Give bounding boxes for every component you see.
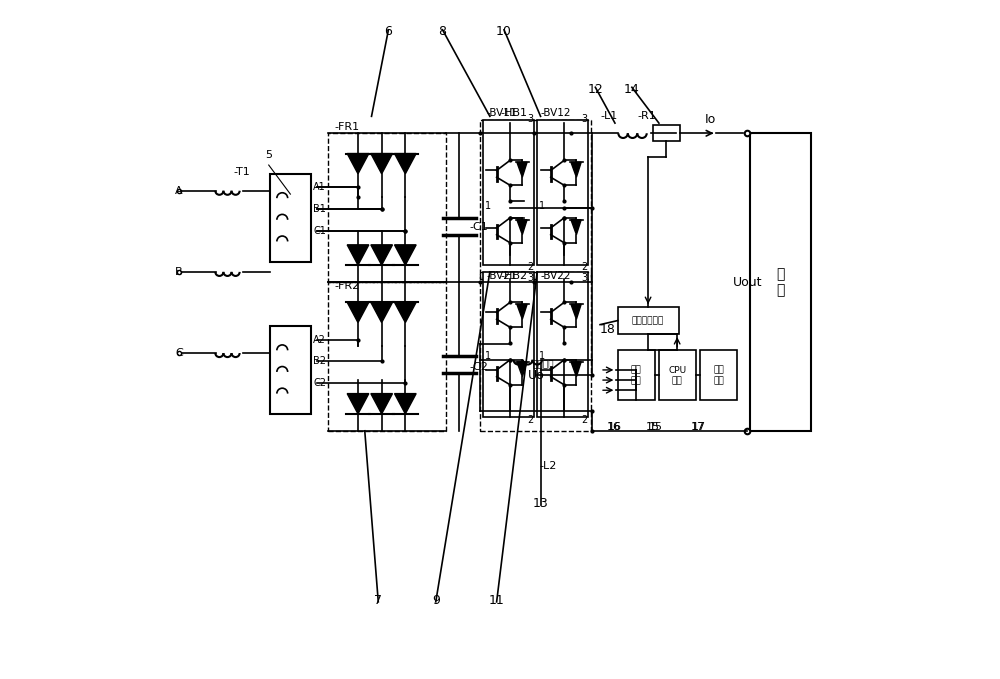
Text: C: C xyxy=(175,348,183,358)
Text: 2: 2 xyxy=(527,416,534,425)
Text: 驱动信号: 驱动信号 xyxy=(532,360,554,369)
Text: 5: 5 xyxy=(265,150,272,160)
Text: A: A xyxy=(175,186,183,196)
Text: B2: B2 xyxy=(313,356,326,366)
Bar xyxy=(618,350,655,401)
Text: Uout: Uout xyxy=(733,276,763,289)
Text: 驱动
脉冲: 驱动 脉冲 xyxy=(631,365,641,385)
Polygon shape xyxy=(347,245,369,265)
Text: 15: 15 xyxy=(646,422,660,432)
Text: Io: Io xyxy=(705,113,716,126)
Text: 通讯
控制: 通讯 控制 xyxy=(713,365,724,385)
Text: -C2: -C2 xyxy=(470,361,488,371)
Polygon shape xyxy=(517,304,527,319)
Text: 8: 8 xyxy=(439,25,447,38)
Text: 2: 2 xyxy=(581,416,588,425)
Text: -BV12: -BV12 xyxy=(541,109,571,118)
Polygon shape xyxy=(571,162,581,177)
Text: 3: 3 xyxy=(527,115,533,124)
Text: A2: A2 xyxy=(313,335,326,344)
Text: -R1: -R1 xyxy=(637,111,656,121)
Text: 2: 2 xyxy=(527,261,534,272)
Text: -HB2: -HB2 xyxy=(500,270,527,280)
Text: 11: 11 xyxy=(489,593,504,606)
Bar xyxy=(700,350,737,401)
Polygon shape xyxy=(371,245,392,265)
Polygon shape xyxy=(347,302,369,323)
Polygon shape xyxy=(395,245,416,265)
Text: C1: C1 xyxy=(313,225,326,236)
Text: 9: 9 xyxy=(432,593,440,606)
Text: 3: 3 xyxy=(527,273,533,283)
Text: 6: 6 xyxy=(384,25,392,38)
Text: -HB1: -HB1 xyxy=(500,109,527,118)
Text: 2: 2 xyxy=(581,261,588,272)
Bar xyxy=(480,272,591,430)
Text: Uo: Uo xyxy=(528,369,544,382)
Polygon shape xyxy=(517,362,527,377)
Text: 17: 17 xyxy=(690,422,705,432)
Polygon shape xyxy=(517,162,527,177)
Bar xyxy=(750,133,811,430)
Bar xyxy=(328,282,446,430)
Text: 12: 12 xyxy=(587,83,603,96)
Text: C2: C2 xyxy=(313,378,326,388)
Text: -C1: -C1 xyxy=(470,221,488,232)
Bar xyxy=(537,120,588,265)
Text: 15: 15 xyxy=(649,422,663,432)
Text: 18: 18 xyxy=(600,323,616,336)
Text: -L2: -L2 xyxy=(539,461,557,471)
Bar xyxy=(483,120,534,265)
Polygon shape xyxy=(395,302,416,323)
Bar xyxy=(328,133,446,282)
Bar xyxy=(537,272,588,418)
Polygon shape xyxy=(517,220,527,235)
Text: 17: 17 xyxy=(692,422,706,432)
Text: 3: 3 xyxy=(581,115,588,124)
Text: -BV22: -BV22 xyxy=(541,270,571,280)
Text: 3: 3 xyxy=(581,273,588,283)
Text: -BV11: -BV11 xyxy=(486,109,517,118)
Text: 16: 16 xyxy=(607,422,621,432)
Polygon shape xyxy=(371,394,392,414)
Text: 1: 1 xyxy=(485,352,491,361)
Polygon shape xyxy=(395,153,416,174)
Text: -L1: -L1 xyxy=(600,111,617,121)
Polygon shape xyxy=(571,220,581,235)
Polygon shape xyxy=(571,304,581,319)
Text: -BV21: -BV21 xyxy=(486,270,517,280)
Polygon shape xyxy=(347,153,369,174)
Bar xyxy=(483,272,534,418)
Text: 7: 7 xyxy=(374,593,382,606)
Bar xyxy=(659,350,696,401)
Text: 负
载: 负 载 xyxy=(776,267,785,297)
Polygon shape xyxy=(371,153,392,174)
Polygon shape xyxy=(371,302,392,323)
Polygon shape xyxy=(347,394,369,414)
Text: A1: A1 xyxy=(313,183,326,192)
Text: -T1: -T1 xyxy=(233,167,250,177)
Bar xyxy=(653,125,680,141)
Text: 1: 1 xyxy=(485,200,491,210)
Text: 10: 10 xyxy=(496,25,512,38)
Bar xyxy=(270,326,311,414)
Text: 1: 1 xyxy=(539,352,545,361)
Text: 变阻操作单元: 变阻操作单元 xyxy=(632,316,664,325)
Text: 16: 16 xyxy=(608,422,622,432)
Text: B1: B1 xyxy=(313,204,326,214)
Text: B: B xyxy=(175,267,183,277)
Text: 1: 1 xyxy=(539,200,545,210)
Polygon shape xyxy=(571,362,581,377)
Bar xyxy=(480,120,591,278)
Text: -FR2: -FR2 xyxy=(334,280,360,291)
Text: -FR1: -FR1 xyxy=(334,122,359,132)
Text: 13: 13 xyxy=(533,497,548,510)
Text: 14: 14 xyxy=(624,83,640,96)
Bar xyxy=(270,174,311,261)
Text: CPU
控制: CPU 控制 xyxy=(668,365,686,385)
Polygon shape xyxy=(395,394,416,414)
Bar xyxy=(618,307,679,334)
